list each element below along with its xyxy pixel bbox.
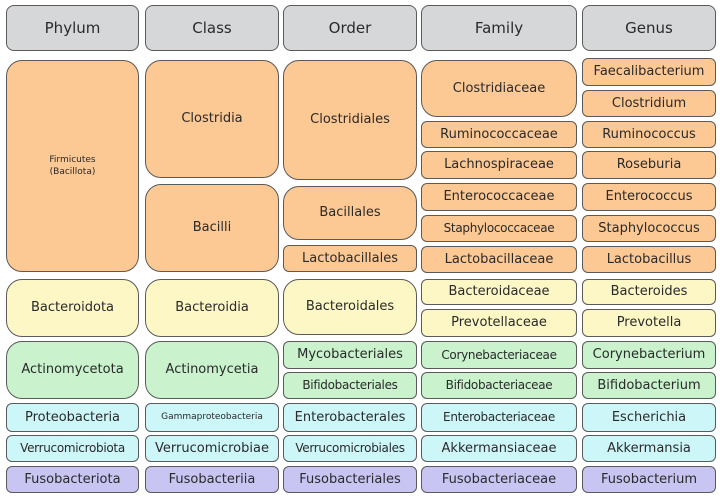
taxon-verrucomicrobiota: Verrucomicrobiota (6, 435, 139, 462)
taxon-enterococcaceae: Enterococcaceae (421, 183, 577, 211)
taxon-verrucomicrobiales: Verrucomicrobiales (283, 435, 417, 462)
taxon-akkermansia: Akkermansia (582, 435, 716, 462)
taxon-clostridiaceae: Clostridiaceae (421, 60, 577, 117)
taxon-enterobacteriaceae: Enterobacteriaceae (421, 403, 577, 432)
taxon-clostridia: Clostridia (145, 60, 279, 178)
taxon-ruminococcus: Ruminococcus (582, 121, 716, 148)
taxon-bifidobacterium: Bifidobacterium (582, 372, 716, 399)
taxon-bacillales: Bacillales (283, 186, 417, 240)
taxon-bifidobacteriales: Bifidobacteriales (283, 372, 417, 399)
taxon-verrucomicrobiae: Verrucomicrobiae (145, 435, 279, 462)
taxon-bacteroidaceae: Bacteroidaceae (421, 279, 577, 305)
taxon-escherichia: Escherichia (582, 403, 716, 432)
taxon-fusobacterium: Fusobacterium (582, 466, 716, 493)
taxon-lactobacillus: Lactobacillus (582, 246, 716, 273)
taxon-ruminococcaceae: Ruminococcaceae (421, 121, 577, 148)
taxon-lachnospiraceae: Lachnospiraceae (421, 151, 577, 179)
taxon-bacteroidia: Bacteroidia (145, 279, 279, 337)
taxon-corynebacterium: Corynebacterium (582, 341, 716, 369)
taxon-lactobacillaceae: Lactobacillaceae (421, 246, 577, 273)
taxon-prevotella: Prevotella (582, 309, 716, 337)
taxon-actinomycetota: Actinomycetota (6, 341, 139, 399)
taxon-gammaproteobacteria: Gammaproteobacteria (145, 403, 279, 432)
taxon-corynebacteriaceae: Corynebacteriaceae (421, 341, 577, 369)
taxon-actinomycetia: Actinomycetia (145, 341, 279, 399)
header-class: Class (145, 5, 279, 51)
taxon-enterobacterales: Enterobacterales (283, 403, 417, 432)
taxon-clostridium: Clostridium (582, 90, 716, 117)
taxon-akkermansiaceae: Akkermansiaceae (421, 435, 577, 462)
taxon-fusobacteriia: Fusobacteriia (145, 466, 279, 493)
taxon-staphylococcaceae: Staphylococcaceae (421, 215, 577, 242)
taxon-firmicutes-bacillota: Firmicutes (Bacillota) (6, 60, 139, 272)
header-genus: Genus (582, 5, 716, 51)
header-family: Family (421, 5, 577, 51)
taxon-mycobacteriales: Mycobacteriales (283, 341, 417, 369)
taxon-staphylococcus: Staphylococcus (582, 215, 716, 242)
taxon-faecalibacterium: Faecalibacterium (582, 58, 716, 86)
taxon-fusobacteriales: Fusobacteriales (283, 466, 417, 493)
taxon-bacteroides: Bacteroides (582, 279, 716, 305)
taxon-bacilli: Bacilli (145, 184, 279, 272)
taxon-bifidobacteriaceae: Bifidobacteriaceae (421, 372, 577, 399)
taxon-enterococcus: Enterococcus (582, 183, 716, 211)
taxon-lactobacillales: Lactobacillales (283, 245, 417, 272)
taxon-prevotellaceae: Prevotellaceae (421, 309, 577, 337)
taxon-clostridiales: Clostridiales (283, 60, 417, 180)
header-phylum: Phylum (6, 5, 139, 51)
taxon-roseburia: Roseburia (582, 151, 716, 179)
taxon-proteobacteria: Proteobacteria (6, 403, 139, 432)
taxon-bacteroidota: Bacteroidota (6, 279, 139, 337)
taxon-fusobacteriaceae: Fusobacteriaceae (421, 466, 577, 493)
taxon-bacteroidales: Bacteroidales (283, 279, 417, 335)
taxon-fusobacteriota: Fusobacteriota (6, 466, 139, 493)
header-order: Order (283, 5, 417, 51)
